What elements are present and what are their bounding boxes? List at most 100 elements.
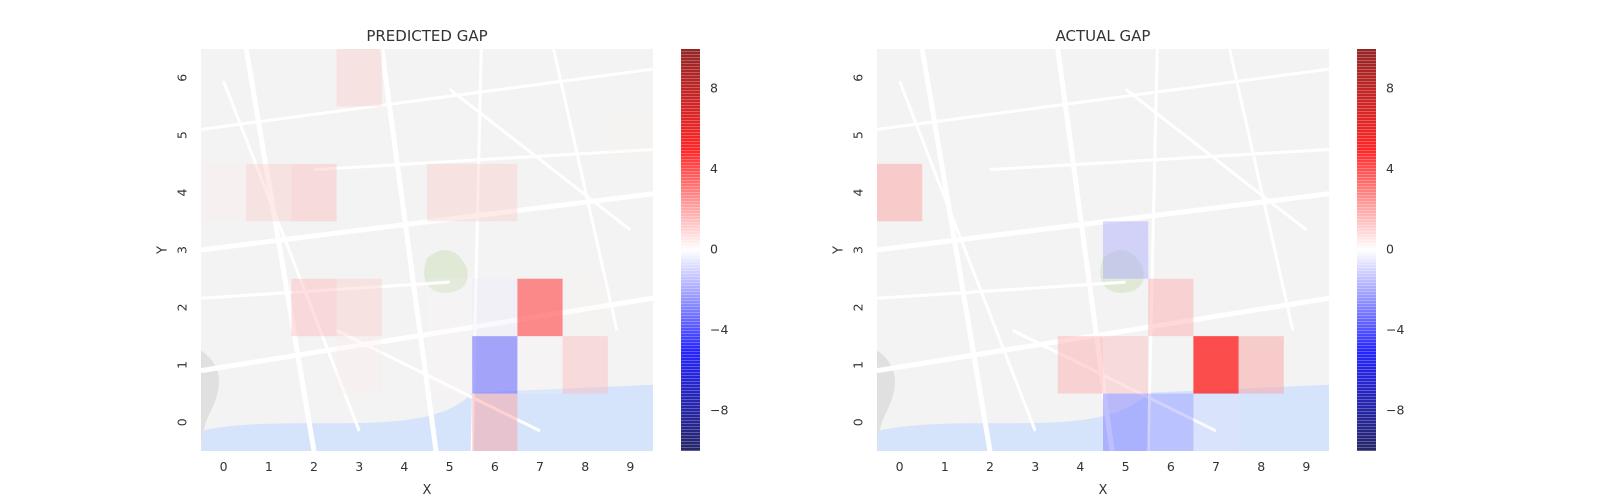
x-tick-label: 6 [491, 459, 499, 474]
x-tick-label: 9 [626, 459, 634, 474]
heatmap-cell [336, 336, 382, 394]
heatmap-cells [201, 49, 653, 451]
x-axis-label: X [1099, 483, 1108, 498]
heatmap-cell [1148, 393, 1194, 451]
heatmap-cell [246, 163, 292, 222]
map-road [222, 80, 361, 432]
map-road [552, 49, 619, 331]
y-tick-label: 0 [851, 418, 866, 426]
x-tick-label: 6 [1167, 459, 1175, 474]
heatmap-cell [336, 278, 382, 337]
heatmap-cell [336, 49, 382, 107]
x-tick-label: 1 [941, 459, 949, 474]
heatmap-cell [427, 163, 473, 222]
heatmap-cell [517, 278, 563, 337]
heatmap-cell [472, 163, 518, 222]
x-tick-label: 8 [581, 459, 589, 474]
y-tick-label: 3 [175, 246, 190, 254]
map-road [877, 67, 1329, 131]
heatmap-cell [1238, 336, 1284, 394]
heatmap-cell [562, 278, 608, 337]
heatmap-cell [1193, 336, 1239, 394]
heatmap-cell [472, 336, 518, 394]
map-road [313, 148, 653, 172]
heatmap-cell [291, 278, 337, 337]
colorbar-tick-label: 0 [710, 242, 718, 257]
x-tick-label: 9 [1302, 459, 1310, 474]
y-tick-label: 2 [175, 303, 190, 311]
x-tick-label: 2 [310, 459, 318, 474]
colorbar-tick-label: 8 [1386, 81, 1394, 96]
x-tick-label: 5 [446, 459, 454, 474]
heatmap-cell [472, 393, 518, 451]
heatmap-cell [1103, 221, 1149, 279]
map-road [335, 329, 541, 433]
y-tick-label: 5 [175, 131, 190, 139]
x-tick-label: 7 [1212, 459, 1220, 474]
colorbar: −8 −4 0 4 8 [1357, 49, 1404, 451]
colorbar: −8 −4 0 4 8 [681, 49, 728, 451]
map-road [201, 295, 653, 374]
heatmap-cell [427, 336, 473, 394]
colorbar-tick-label: −4 [1386, 322, 1404, 337]
map-hill [201, 350, 219, 451]
map-road [201, 67, 653, 131]
x-tick-label: 3 [1031, 459, 1039, 474]
x-tick-label: 1 [265, 459, 273, 474]
heatmap-cells [877, 163, 1284, 451]
y-axis-label: Y [156, 246, 171, 255]
x-tick-label: 3 [355, 459, 363, 474]
x-tick-label: 2 [986, 459, 994, 474]
y-tick-label: 4 [175, 189, 190, 197]
map-road [448, 88, 632, 232]
x-tick-label: 0 [896, 459, 904, 474]
heatmap-cell [1057, 336, 1103, 394]
chart-title: ACTUAL GAP [1056, 27, 1151, 45]
map-road [1146, 49, 1159, 451]
x-tick-label: 4 [1076, 459, 1084, 474]
colorbar-tick-label: 4 [1386, 161, 1394, 176]
map-road [1011, 329, 1217, 433]
map-road [919, 49, 993, 451]
heatmap-cell [201, 163, 247, 222]
map-road [379, 49, 439, 451]
x-tick-label: 7 [536, 459, 544, 474]
y-tick-label: 4 [851, 189, 866, 197]
heatmap-cell [607, 106, 653, 164]
colorbar-tick-label: −8 [1386, 402, 1404, 417]
heatmap-cell [1103, 393, 1149, 451]
map-river [201, 384, 653, 451]
y-tick-label: 1 [175, 361, 190, 369]
map-background [201, 49, 653, 451]
map-road [877, 295, 1329, 374]
x-tick-label: 8 [1257, 459, 1265, 474]
heatmap-cell [877, 163, 923, 222]
colorbar-tick-label: 0 [1386, 242, 1394, 257]
heatmap-cell [562, 336, 608, 394]
colorbar-stripes [1357, 49, 1376, 451]
map-road [243, 49, 317, 451]
x-axis-label: X [423, 483, 432, 498]
map-road [877, 280, 1126, 300]
y-tick-label: 1 [851, 361, 866, 369]
map-road [1124, 88, 1308, 232]
y-tick-label: 6 [851, 74, 866, 82]
x-tick-label: 4 [400, 459, 408, 474]
y-tick-label: 6 [175, 74, 190, 82]
x-tick-label: 0 [220, 459, 228, 474]
map-road [1055, 49, 1115, 451]
colorbar-tick-label: 4 [710, 161, 718, 176]
heatmap-cell [1148, 278, 1194, 337]
x-tick-label: 5 [1122, 459, 1130, 474]
heatmap-panel-0: 0 1 2 3 4 5 6 7 8 9 0 1 2 3 4 5 6 PREDICTED GAP X Y −8 −4 0 4 8 [156, 27, 729, 498]
map-road [1228, 49, 1295, 331]
map-hill [877, 350, 895, 451]
colorbar-stripes [681, 49, 700, 451]
heatmap-panel-1: 0 1 2 3 4 5 6 7 8 9 0 1 2 3 4 5 6 ACTUAL GAP X Y −8 −4 0 4 8 [832, 27, 1405, 498]
y-tick-label: 2 [851, 303, 866, 311]
heatmap-cell [291, 163, 337, 222]
heatmap-cell [517, 336, 563, 394]
map-background [877, 49, 1329, 451]
heatmap-cell [472, 278, 518, 337]
